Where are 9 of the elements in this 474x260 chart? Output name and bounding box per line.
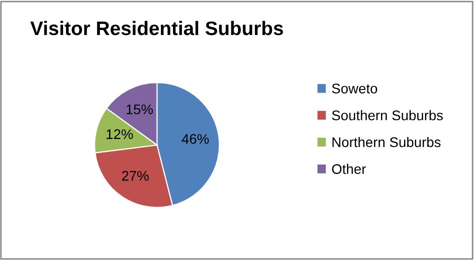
data-label: 27% [122,170,149,181]
data-label: 12% [106,129,133,140]
legend-label: Southern Suburbs [332,110,443,120]
legend-label: Northern Suburbs [332,136,441,148]
chart-title: Visitor Residential Suburbs [30,20,283,36]
legend-label: Other [332,164,366,174]
data-label: 15% [126,104,153,114]
data-label: 46% [182,134,209,144]
legend-label: Soweto [332,84,378,94]
